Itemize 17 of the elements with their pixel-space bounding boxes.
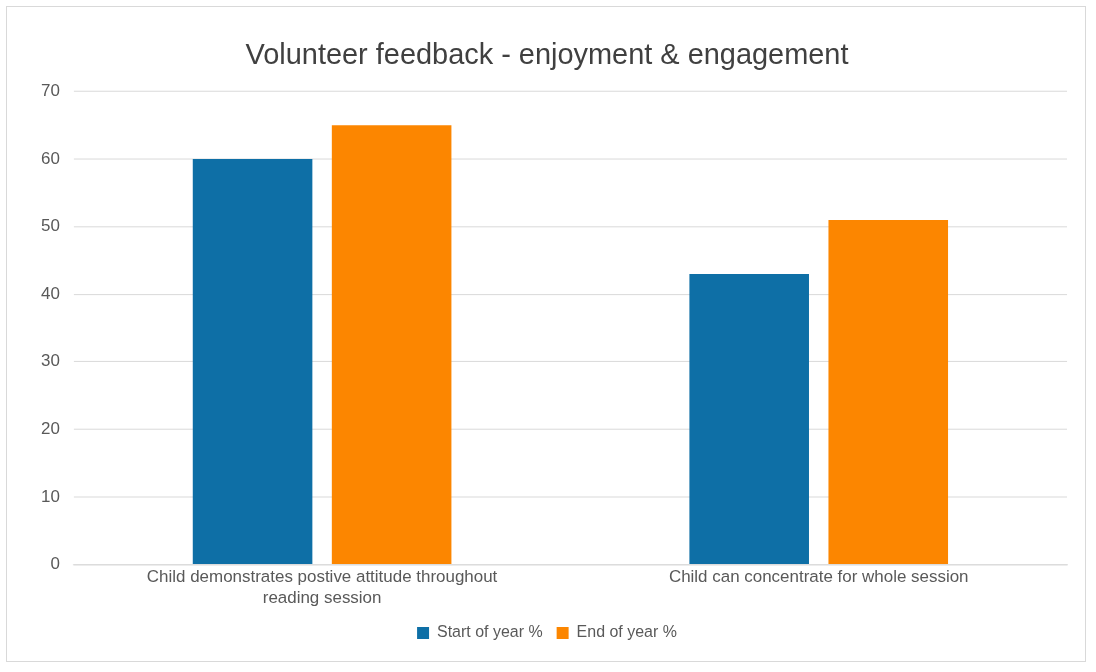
bar — [192, 159, 313, 564]
y-tick-label: 30 — [40, 351, 60, 371]
bar — [689, 273, 809, 564]
legend-label: Start of year % — [437, 623, 543, 641]
y-tick-label: 10 — [40, 486, 60, 506]
y-tick-label: 50 — [40, 216, 60, 236]
bar — [828, 219, 949, 564]
y-tick-label: 70 — [40, 81, 60, 101]
x-tick-label: Child demonstrates postive attitude throughout reading session — [146, 567, 498, 607]
legend-label: End of year % — [576, 623, 677, 641]
y-tick-label: 20 — [40, 419, 60, 439]
bar — [331, 125, 452, 564]
y-tick-label: 40 — [40, 283, 60, 303]
chart-title: Volunteer feedback - enjoyment & engagement — [245, 38, 849, 71]
x-tick-label: Child can concentrate for whole session — [668, 567, 969, 587]
y-tick-label: 0 — [50, 554, 60, 574]
y-tick-label: 60 — [40, 148, 60, 168]
